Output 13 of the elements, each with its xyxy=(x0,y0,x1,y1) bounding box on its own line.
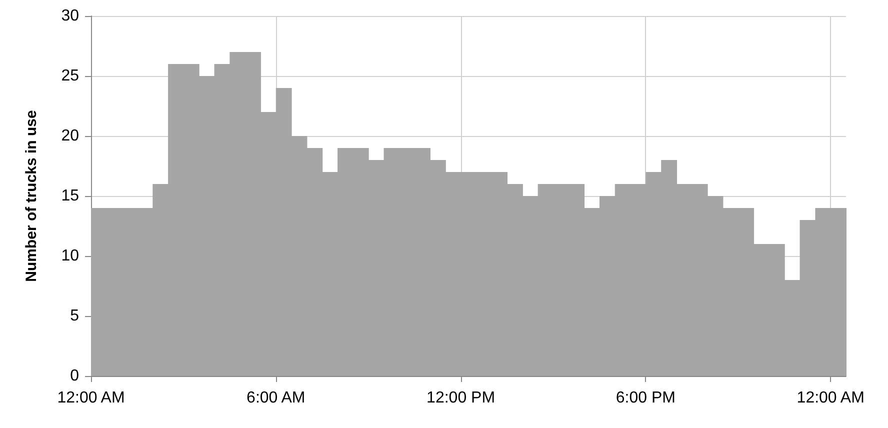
x-tick-label: 12:00 PM xyxy=(426,390,496,406)
y-tick-label: 10 xyxy=(61,248,80,264)
y-tick-label: 0 xyxy=(70,368,80,384)
x-tick-label: 6:00 PM xyxy=(616,390,676,406)
y-tick-label: 25 xyxy=(61,68,80,84)
y-tick-label: 15 xyxy=(61,188,80,204)
x-tick-label: 12:00 AM xyxy=(796,390,864,406)
y-axis-title: Number of trucks in use xyxy=(23,110,40,282)
x-tick-label: 6:00 AM xyxy=(246,390,306,406)
x-tick-label: 12:00 AM xyxy=(57,390,125,406)
y-tick-label: 5 xyxy=(70,308,80,324)
y-tick-label: 20 xyxy=(61,128,80,144)
y-tick-label: 30 xyxy=(61,8,80,24)
